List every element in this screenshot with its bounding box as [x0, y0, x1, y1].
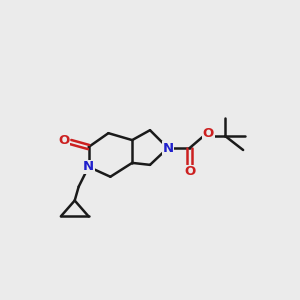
Text: O: O	[203, 127, 214, 140]
Text: N: N	[83, 160, 94, 173]
Text: N: N	[162, 142, 173, 154]
Text: O: O	[184, 165, 195, 178]
Text: O: O	[58, 134, 69, 147]
